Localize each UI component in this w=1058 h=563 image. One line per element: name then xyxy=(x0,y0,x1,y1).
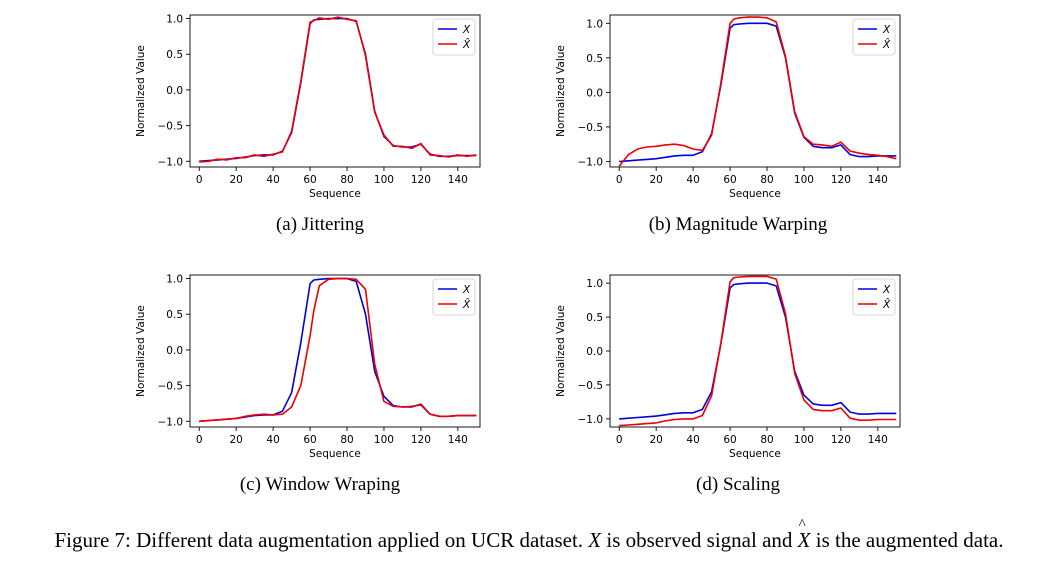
x-tick-label: 0 xyxy=(616,174,623,186)
y-tick-label: −0.5 xyxy=(158,121,184,133)
chart-svg: 1.0 0.5 0.0 −0.5 −1.0 0 20 40 60 80 100 120 140 Seque… xyxy=(555,14,901,200)
y-axis-label: Normalized Value xyxy=(555,305,567,397)
legend-box xyxy=(432,18,476,56)
series-line-observed xyxy=(619,22,897,163)
x-tick-label: 60 xyxy=(303,434,316,446)
axes-frame xyxy=(609,14,901,168)
y-tick-label: −1.0 xyxy=(578,414,604,426)
x-tick-label: 80 xyxy=(340,174,353,186)
chart-svg: 1.0 0.5 0.0 −0.5 −1.0 0 20 40 60 80 100 120 140 Seque… xyxy=(135,14,481,200)
x-axis-label: Sequence xyxy=(729,448,781,460)
y-tick-label: 1.0 xyxy=(166,274,183,286)
x-tick-label: 80 xyxy=(760,434,773,446)
x-tick-label: 60 xyxy=(723,174,736,186)
y-tick-label: 0.5 xyxy=(586,53,603,65)
y-tick-label: 0.5 xyxy=(586,312,603,324)
x-tick-label: 20 xyxy=(649,434,662,446)
y-tick-label: 0.0 xyxy=(586,346,603,358)
chart-jittering: 1.0 0.5 0.0 −0.5 −1.0 0 20 40 60 80 100 120 140 Seque… xyxy=(130,5,520,205)
legend-label-augmented: X̂ xyxy=(882,298,891,311)
y-tick-label: −0.5 xyxy=(158,381,184,393)
y-tick-label: −1.0 xyxy=(578,156,604,168)
x-tick-label: 40 xyxy=(686,434,699,446)
x-tick-label: 120 xyxy=(411,434,431,446)
subcaption-window-wraping: (c) Window Wraping xyxy=(239,474,401,495)
axes-frame xyxy=(189,274,481,428)
chart-magnitude-warping: 1.0 0.5 0.0 −0.5 −1.0 0 20 40 60 80 100 120 140 Seque… xyxy=(550,5,940,205)
legend-box xyxy=(432,278,476,316)
x-tick-label: 100 xyxy=(374,174,394,186)
chart-scaling: 1.0 0.5 0.0 −0.5 −1.0 0 20 40 60 80 100 120 140 Seque… xyxy=(550,265,940,465)
caption-suffix: is the augmented data. xyxy=(815,528,1004,552)
series-line-augmented xyxy=(619,275,897,427)
x-tick-label: 120 xyxy=(831,434,851,446)
legend-label-augmented: X̂ xyxy=(462,38,471,51)
caption-prefix: Figure 7: Different data augmentation ap… xyxy=(54,528,584,552)
x-tick-label: 140 xyxy=(448,174,468,186)
x-axis-label: Sequence xyxy=(309,188,361,200)
series-line-augmented xyxy=(199,277,477,423)
y-tick-label: 0.0 xyxy=(166,345,183,357)
x-tick-label: 140 xyxy=(448,434,468,446)
legend-label-observed: X xyxy=(882,284,891,296)
subcaption-magnitude-warping: (b) Magnitude Warping xyxy=(648,214,828,235)
chart-window-wraping: 1.0 0.5 0.0 −0.5 −1.0 0 20 40 60 80 100 120 140 Seque… xyxy=(130,265,520,465)
caption-var-xhat: X xyxy=(798,517,811,553)
x-tick-label: 0 xyxy=(196,434,203,446)
y-tick-label: 0.5 xyxy=(166,309,183,321)
x-tick-label: 140 xyxy=(868,174,888,186)
chart-svg: 1.0 0.5 0.0 −0.5 −1.0 0 20 40 60 80 100 120 140 Seque… xyxy=(555,274,901,460)
y-tick-label: 1.0 xyxy=(166,14,183,26)
y-tick-label: 1.0 xyxy=(586,278,603,290)
x-tick-label: 120 xyxy=(411,174,431,186)
x-tick-label: 40 xyxy=(266,434,279,446)
x-tick-label: 120 xyxy=(831,174,851,186)
y-tick-label: 1.0 xyxy=(586,18,603,30)
legend-label-observed: X xyxy=(462,284,471,296)
figure-caption: Figure 7: Different data augmentation ap… xyxy=(0,517,1058,553)
x-tick-label: 100 xyxy=(794,174,814,186)
x-tick-label: 40 xyxy=(686,174,699,186)
x-tick-label: 60 xyxy=(723,434,736,446)
x-tick-label: 100 xyxy=(374,434,394,446)
y-axis-label: Normalized Value xyxy=(135,305,147,397)
axes-frame xyxy=(189,14,481,168)
legend-label-observed: X xyxy=(462,24,471,36)
subcaption-jittering: (a) Jittering xyxy=(275,214,365,235)
y-axis-label: Normalized Value xyxy=(135,45,147,137)
x-axis-label: Sequence xyxy=(309,448,361,460)
legend-label-augmented: X̂ xyxy=(462,298,471,311)
x-tick-label: 140 xyxy=(868,434,888,446)
y-tick-label: −1.0 xyxy=(158,416,184,428)
y-tick-label: 0.0 xyxy=(586,87,603,99)
x-tick-label: 0 xyxy=(616,434,623,446)
y-tick-label: 0.0 xyxy=(166,85,183,97)
x-axis-label: Sequence xyxy=(729,188,781,200)
chart-svg: 1.0 0.5 0.0 −0.5 −1.0 0 20 40 60 80 100 120 140 Seque… xyxy=(135,274,481,460)
legend-box xyxy=(852,18,896,56)
caption-var-x: X xyxy=(588,528,602,552)
x-tick-label: 80 xyxy=(340,434,353,446)
x-tick-label: 20 xyxy=(229,174,242,186)
x-tick-label: 100 xyxy=(794,434,814,446)
y-axis-label: Normalized Value xyxy=(555,45,567,137)
y-tick-label: 0.5 xyxy=(166,49,183,61)
caption-middle: is observed signal and xyxy=(606,528,793,552)
subcaption-scaling: (d) Scaling xyxy=(696,474,780,495)
x-tick-label: 20 xyxy=(229,434,242,446)
y-tick-label: −0.5 xyxy=(578,380,604,392)
series-line-augmented xyxy=(199,16,477,163)
x-tick-label: 20 xyxy=(649,174,662,186)
y-tick-label: −0.5 xyxy=(578,122,604,134)
legend-box xyxy=(852,278,896,316)
x-tick-label: 40 xyxy=(266,174,279,186)
series-line-augmented xyxy=(618,16,897,167)
legend-label-observed: X xyxy=(882,24,891,36)
legend-label-augmented: X̂ xyxy=(882,38,891,51)
x-tick-label: 0 xyxy=(196,174,203,186)
x-tick-label: 80 xyxy=(760,174,773,186)
x-tick-label: 60 xyxy=(303,174,316,186)
y-tick-label: −1.0 xyxy=(158,156,184,168)
series-line-observed xyxy=(619,282,897,420)
